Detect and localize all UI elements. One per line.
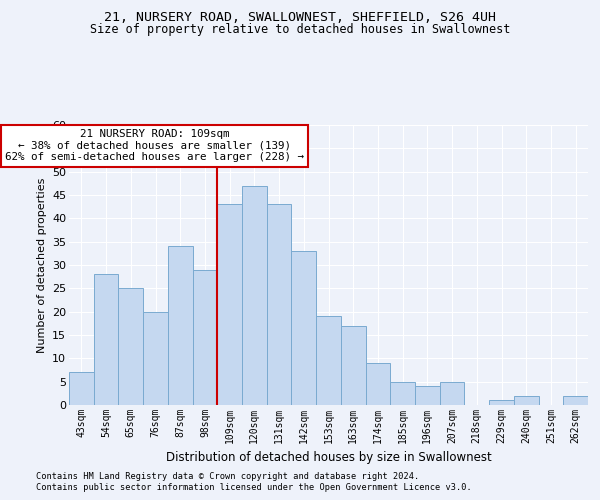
Bar	[489, 400, 514, 405]
Text: Contains public sector information licensed under the Open Government Licence v3: Contains public sector information licen…	[36, 483, 472, 492]
Text: Size of property relative to detached houses in Swallownest: Size of property relative to detached ho…	[90, 22, 510, 36]
Bar	[415, 386, 440, 405]
Bar	[292, 251, 316, 405]
Bar	[94, 274, 118, 405]
Bar	[267, 204, 292, 405]
Bar	[440, 382, 464, 405]
Bar	[563, 396, 588, 405]
Bar	[118, 288, 143, 405]
Bar	[341, 326, 365, 405]
Bar	[242, 186, 267, 405]
Bar	[193, 270, 217, 405]
Bar	[143, 312, 168, 405]
X-axis label: Distribution of detached houses by size in Swallownest: Distribution of detached houses by size …	[166, 452, 491, 464]
Bar	[514, 396, 539, 405]
Text: 21, NURSERY ROAD, SWALLOWNEST, SHEFFIELD, S26 4UH: 21, NURSERY ROAD, SWALLOWNEST, SHEFFIELD…	[104, 11, 496, 24]
Y-axis label: Number of detached properties: Number of detached properties	[37, 178, 47, 352]
Bar	[168, 246, 193, 405]
Bar	[365, 363, 390, 405]
Text: 21 NURSERY ROAD: 109sqm
← 38% of detached houses are smaller (139)
62% of semi-d: 21 NURSERY ROAD: 109sqm ← 38% of detache…	[5, 129, 304, 162]
Text: Contains HM Land Registry data © Crown copyright and database right 2024.: Contains HM Land Registry data © Crown c…	[36, 472, 419, 481]
Bar	[69, 372, 94, 405]
Bar	[390, 382, 415, 405]
Bar	[217, 204, 242, 405]
Bar	[316, 316, 341, 405]
